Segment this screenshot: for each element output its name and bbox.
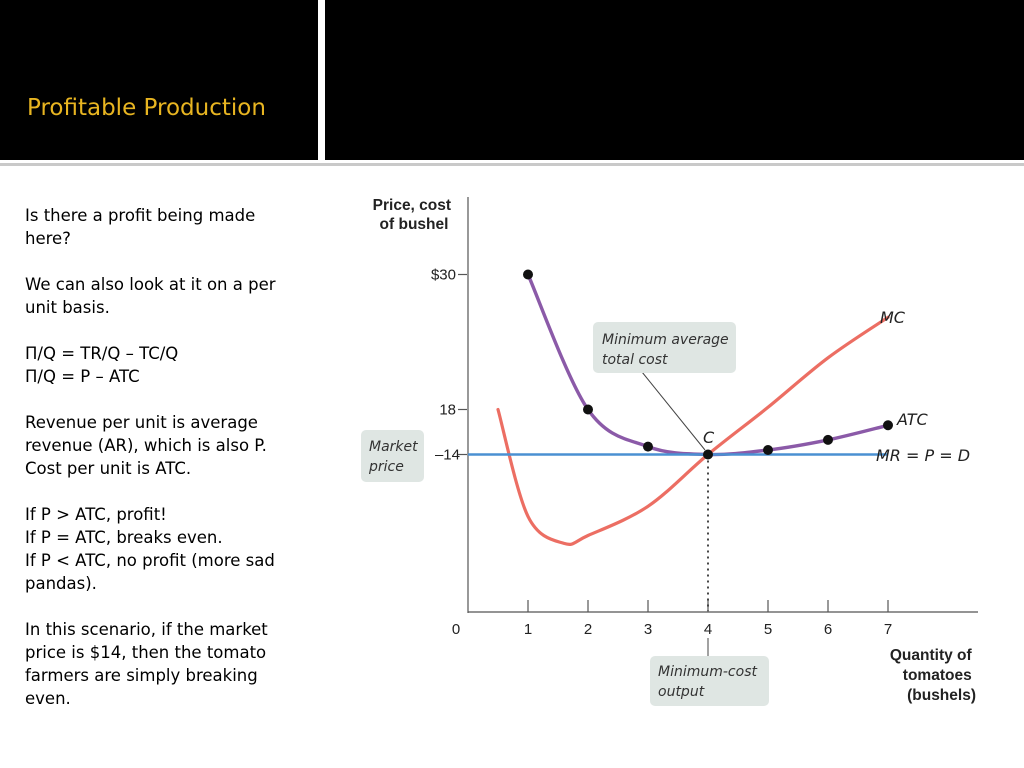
market-price-callout-box [361, 430, 424, 482]
paragraph-revenue-cost: Revenue per unit is average revenue (AR)… [25, 411, 295, 480]
text-line: We can also look at it on a per unit bas… [25, 275, 276, 317]
atc-data-point [523, 269, 533, 280]
x-axis-title-line: tomatoes [903, 667, 972, 684]
text-line: If P = ATC, breaks even. [25, 528, 223, 547]
y-axis-title-line: of bushel [380, 216, 449, 233]
paragraph-scenario: In this scenario, if the market price is… [25, 618, 295, 710]
text-line: In this scenario, if the market price is… [25, 620, 268, 708]
x-tick-label: 7 [884, 621, 892, 638]
text-line: Cost per unit is ATC. [25, 459, 192, 478]
text-line: Π/Q = P – ATC [25, 367, 140, 386]
point-c-label: C [703, 428, 715, 447]
text-line: If P > ATC, profit! [25, 505, 167, 524]
title-block: Profitable Production [0, 0, 318, 160]
text-line: If P < ATC, no profit (more sad pandas). [25, 551, 275, 593]
market-price-callout-text: Market price [368, 439, 422, 475]
callout-line: output [658, 684, 705, 700]
y-tick-label: 18 [439, 402, 456, 419]
paragraph-formulas: Π/Q = TR/Q – TC/Q Π/Q = P – ATC [25, 342, 295, 388]
x-axis-title-line: Quantity of [890, 647, 973, 664]
min-atc-pointer-line [641, 371, 706, 451]
callout-line: Minimum average [602, 332, 729, 348]
x-tick-label: 4 [704, 621, 712, 638]
callout-line: price [368, 459, 404, 475]
divider-rule [0, 163, 1024, 166]
atc-data-point [583, 404, 593, 415]
x-tick-label: 5 [764, 621, 772, 638]
mc-curve [496, 315, 890, 546]
atc-data-point [883, 420, 893, 431]
x-tick-label: 1 [524, 621, 532, 638]
y-axis-ticks: $30 18 –14 [431, 267, 467, 464]
text-line: Is there a profit being made here? [25, 206, 256, 248]
min-atc-callout-text: Minimum average total cost [602, 332, 733, 368]
y-axis-title: Price, cost of bushel [373, 197, 456, 233]
y-tick-label: $30 [431, 267, 456, 284]
y-axis-title-line: Price, cost [373, 197, 451, 214]
atc-data-point [823, 434, 833, 445]
y-tick-label: –14 [435, 447, 460, 464]
text-line: Π/Q = TR/Q – TC/Q [25, 344, 179, 363]
atc-data-point [703, 449, 713, 460]
x-axis-title: Quantity of tomatoes (bushels) [890, 647, 976, 704]
paragraph-profit-question: Is there a profit being made here? [25, 204, 295, 250]
x-tick-label: 3 [644, 621, 652, 638]
min-atc-callout-box [593, 322, 736, 373]
min-cost-output-callout-box [650, 656, 769, 706]
mr-label: MR = P = D [876, 446, 970, 465]
min-cost-output-callout-text: Minimum-cost output [658, 664, 761, 700]
atc-data-point [763, 445, 773, 455]
slide-title: Profitable Production [27, 95, 266, 121]
callout-line: total cost [602, 352, 668, 368]
paragraph-conditions: If P > ATC, profit! If P = ATC, breaks ev… [25, 503, 295, 595]
atc-data-point [643, 441, 653, 452]
slide-body-text: Is there a profit being made here? We ca… [25, 204, 295, 710]
callout-line: Market [369, 439, 418, 455]
callout-line: Minimum-cost [658, 664, 757, 680]
paragraph-per-unit: We can also look at it on a per unit bas… [25, 273, 295, 319]
header-banner [325, 0, 1024, 160]
atc-label: ATC [896, 410, 929, 429]
mc-label: MC [880, 308, 906, 327]
x-tick-label: 2 [584, 621, 592, 638]
x-axis-title-line: (bushels) [907, 687, 976, 704]
text-line: Revenue per unit is average revenue (AR)… [25, 413, 267, 455]
x-tick-label: 0 [452, 621, 460, 638]
x-tick-label: 6 [824, 621, 832, 638]
atc-points [523, 269, 893, 460]
x-axis-ticks: 0 1 2 3 4 5 6 7 [452, 600, 892, 638]
